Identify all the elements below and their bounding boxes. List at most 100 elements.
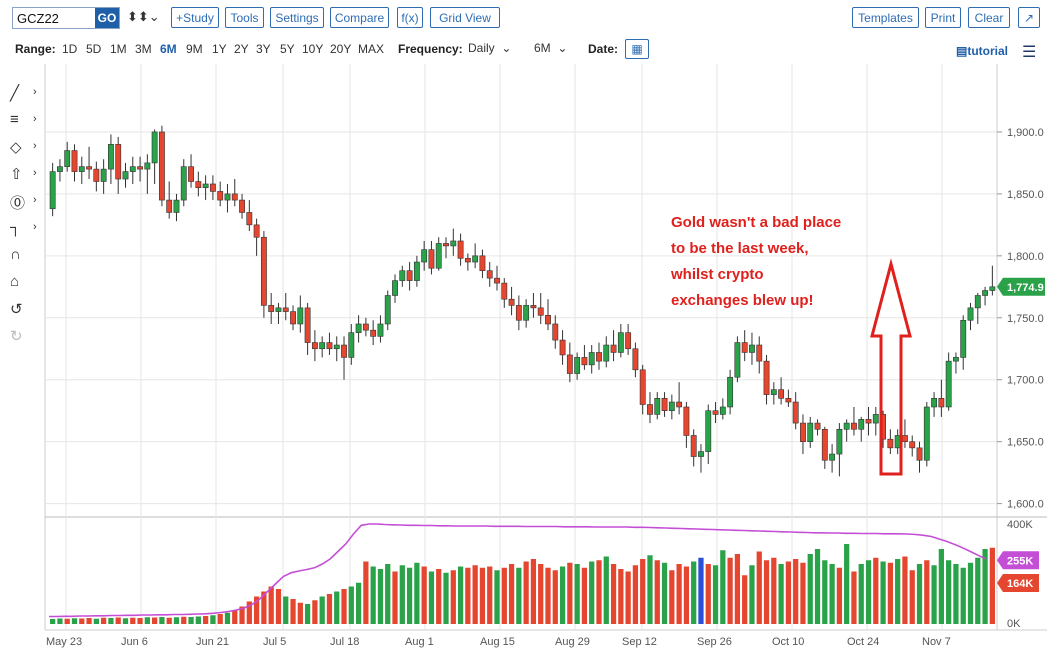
range-3m[interactable]: 3M bbox=[135, 42, 152, 56]
candle bbox=[923, 402, 930, 467]
clear-button[interactable]: Clear bbox=[968, 7, 1010, 28]
volume-bar bbox=[581, 567, 588, 624]
candle-body bbox=[93, 168, 100, 182]
measure-icon[interactable]: ⓪ › bbox=[10, 194, 37, 212]
tutorial-link[interactable]: ▤tutorial bbox=[956, 44, 1008, 58]
add-study-button[interactable]: +Study bbox=[171, 7, 219, 28]
templates-button[interactable]: Templates bbox=[852, 7, 919, 28]
calendar-icon[interactable]: ▦ bbox=[625, 39, 649, 59]
volume-bar bbox=[567, 562, 573, 624]
function-button[interactable]: f(x) bbox=[397, 7, 423, 28]
range-2y[interactable]: 2Y bbox=[234, 42, 249, 56]
arrow-up-icon[interactable]: ⇧ › bbox=[10, 166, 37, 183]
range-toolbar: Range: 1D 5D 1M 3M 6M 9M 1Y 2Y 3Y 5Y 10Y 20Y MAX Fre… bbox=[0, 36, 1059, 64]
period-dropdown[interactable]: 6M ⌄ bbox=[534, 41, 568, 55]
volume-axis: 400K 0K bbox=[1007, 519, 1033, 630]
print-button[interactable]: Print bbox=[925, 7, 961, 28]
lock-icon[interactable]: ⌂ bbox=[10, 273, 20, 290]
range-1y[interactable]: 1Y bbox=[212, 42, 227, 56]
candle bbox=[49, 162, 56, 217]
candle-body bbox=[472, 255, 479, 263]
range-6m[interactable]: 6M bbox=[160, 42, 177, 56]
candle bbox=[180, 159, 187, 207]
range-5d[interactable]: 5D bbox=[86, 42, 102, 56]
chart-type-selector[interactable]: ⬍⬍⌄ bbox=[127, 9, 160, 25]
volume-bar bbox=[771, 557, 777, 624]
range-9m[interactable]: 9M bbox=[186, 42, 203, 56]
volume-bar bbox=[749, 565, 755, 624]
volume-bar bbox=[399, 565, 405, 624]
candle bbox=[384, 290, 391, 331]
range-1d[interactable]: 1D bbox=[62, 42, 78, 56]
candle-body bbox=[574, 357, 581, 374]
redo-icon[interactable]: ↻ bbox=[10, 328, 23, 345]
candle bbox=[851, 406, 857, 436]
annotation-icon[interactable]: ┐ › bbox=[10, 219, 37, 236]
range-3y[interactable]: 3Y bbox=[256, 42, 271, 56]
compare-button[interactable]: Compare bbox=[330, 7, 389, 28]
candle bbox=[814, 419, 821, 436]
volume-bar bbox=[858, 564, 864, 624]
volume-bar bbox=[552, 570, 558, 624]
tools-button[interactable]: Tools bbox=[225, 7, 264, 28]
volume-bar bbox=[836, 567, 843, 624]
candle bbox=[836, 423, 843, 477]
volume-bar bbox=[865, 560, 872, 624]
last-price-tag-shape bbox=[997, 277, 1045, 296]
settings-button[interactable]: Settings bbox=[270, 7, 324, 28]
go-button[interactable]: GO bbox=[95, 8, 119, 28]
candle-body bbox=[260, 236, 267, 306]
range-max[interactable]: MAX bbox=[358, 42, 385, 56]
volume-bar bbox=[632, 565, 639, 624]
candle-body bbox=[581, 357, 588, 366]
volume-bar bbox=[516, 567, 522, 624]
volume-bar bbox=[64, 618, 70, 624]
candle-body bbox=[807, 422, 814, 442]
date-tick-label: Jul 5 bbox=[263, 636, 286, 648]
candle bbox=[326, 332, 333, 355]
undo-icon[interactable]: ↺ bbox=[10, 301, 23, 318]
trendline-icon[interactable]: ╱ › bbox=[10, 85, 37, 102]
price-chart[interactable]: 1,900.0 1,850.0 1,800.0 1,750.0 1,700.0 1,650… bbox=[0, 64, 1059, 658]
candle bbox=[406, 262, 413, 291]
hamburger-menu-icon[interactable]: ☰ bbox=[1022, 44, 1037, 61]
shapes-icon[interactable]: ◇ › bbox=[10, 139, 37, 156]
candle-body bbox=[100, 168, 107, 182]
candle bbox=[763, 354, 770, 405]
range-5y[interactable]: 5Y bbox=[280, 42, 295, 56]
annotation-line-2: to be the last week, bbox=[671, 240, 809, 257]
volume-bar bbox=[574, 564, 580, 624]
range-20y[interactable]: 20Y bbox=[330, 42, 352, 56]
volume-bar bbox=[873, 557, 879, 624]
candle bbox=[916, 441, 923, 473]
symbol-input[interactable] bbox=[13, 8, 95, 28]
candle-body bbox=[71, 150, 78, 172]
candle bbox=[792, 392, 799, 430]
grid-view-button[interactable]: Grid View bbox=[430, 7, 500, 28]
fibonacci-icon[interactable]: ≡ › bbox=[10, 111, 37, 128]
volume-bar bbox=[946, 560, 952, 624]
candle-body bbox=[115, 144, 122, 180]
magnet-icon[interactable]: ∩ bbox=[10, 246, 21, 263]
volume-bar bbox=[712, 565, 719, 624]
volume-bar bbox=[436, 569, 442, 624]
range-1m[interactable]: 1M bbox=[110, 42, 127, 56]
candle bbox=[785, 389, 792, 407]
candle-body bbox=[647, 404, 653, 415]
candle-body bbox=[122, 171, 129, 180]
range-10y[interactable]: 10Y bbox=[302, 42, 324, 56]
candle bbox=[588, 345, 595, 374]
volume-bar bbox=[931, 565, 937, 624]
volume-bar bbox=[793, 559, 799, 624]
candle bbox=[435, 237, 442, 271]
volume-bar bbox=[406, 567, 413, 624]
candle-body bbox=[86, 166, 92, 170]
frequency-dropdown[interactable]: Daily ⌄ bbox=[468, 41, 512, 55]
candle-body bbox=[406, 270, 413, 281]
candle bbox=[253, 218, 260, 256]
candle-body bbox=[654, 398, 661, 415]
volume-bar bbox=[501, 567, 507, 624]
volume-bar bbox=[115, 617, 121, 624]
expand-icon[interactable]: ↗ bbox=[1018, 7, 1040, 28]
candle-body bbox=[370, 329, 377, 337]
